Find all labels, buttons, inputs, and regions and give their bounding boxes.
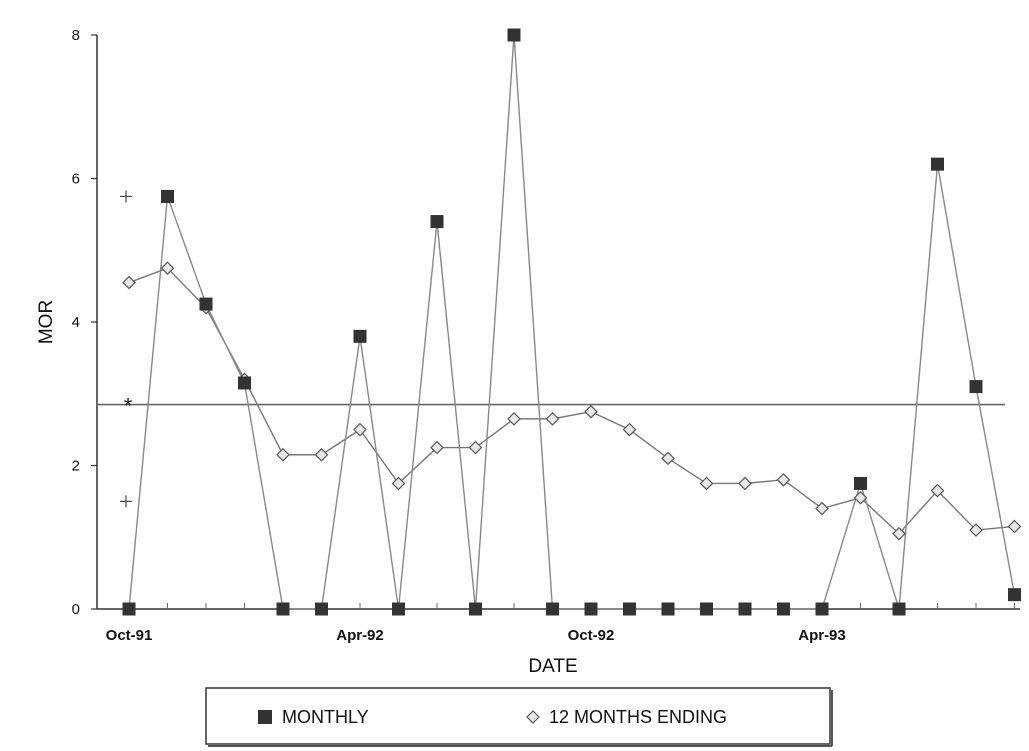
- legend: MONTHLY 12 MONTHS ENDING: [205, 687, 833, 747]
- point-monthly: [276, 602, 290, 616]
- point-12-months-ending: [853, 490, 868, 505]
- series-layer: [122, 28, 1022, 616]
- point-monthly: [623, 602, 636, 616]
- point-monthly: [854, 476, 867, 490]
- y-tick-label: 6: [72, 171, 80, 188]
- x-tick-label: Oct-91: [106, 627, 153, 644]
- point-monthly: [931, 157, 944, 171]
- point-monthly: [353, 329, 367, 343]
- point-12-months-ending: [468, 440, 483, 455]
- point-12-months-ending: [314, 447, 329, 462]
- point-monthly: [892, 602, 906, 616]
- point-12-months-ending: [545, 412, 560, 426]
- x-tick-label: Oct-92: [568, 627, 615, 644]
- y-tick-label: 0: [72, 601, 80, 618]
- point-monthly: [469, 602, 482, 616]
- point-monthly: [392, 602, 405, 616]
- point-12-months-ending: [661, 451, 675, 466]
- y-tick-label: 2: [72, 458, 80, 475]
- point-12-months-ending: [391, 476, 406, 491]
- series-line-monthly: [128, 34, 1016, 610]
- point-12-months-ending: [622, 422, 637, 437]
- point-12-months-ending: [160, 261, 175, 276]
- legend-label-monthly: MONTHLY: [282, 707, 369, 727]
- point-monthly: [700, 602, 713, 616]
- point-monthly: [777, 602, 790, 616]
- series-line-12-months-ending: [128, 267, 1015, 535]
- point-12-months-ending: [930, 483, 945, 498]
- point-12-months-ending: [276, 447, 290, 462]
- legend-label-12-months-ending: 12 MONTHS ENDING: [549, 707, 727, 727]
- legend-box: [205, 687, 831, 745]
- y-axis-title: MOR: [36, 300, 57, 344]
- x-axis-title: DATE: [528, 656, 577, 677]
- point-monthly: [122, 602, 136, 616]
- point-monthly: [546, 602, 559, 616]
- y-tick-label: 4: [72, 314, 80, 331]
- point-12-months-ending: [699, 476, 714, 491]
- reference-marker: *: [124, 394, 133, 419]
- point-monthly: [969, 380, 983, 394]
- point-12-months-ending: [738, 476, 752, 491]
- point-monthly: [738, 602, 752, 616]
- point-12-months-ending: [430, 440, 444, 455]
- point-12-months-ending: [1007, 519, 1022, 534]
- point-12-months-ending: [507, 412, 521, 426]
- point-12-months-ending: [122, 275, 136, 290]
- point-12-months-ending: [584, 404, 598, 419]
- legend-marker-monthly: [258, 710, 272, 724]
- point-monthly: [815, 602, 829, 616]
- point-12-months-ending: [353, 422, 367, 437]
- plot-area: [96, 35, 1020, 610]
- point-12-months-ending: [969, 523, 983, 537]
- point-monthly: [161, 189, 174, 203]
- point-12-months-ending: [892, 526, 906, 541]
- point-monthly: [661, 602, 675, 616]
- x-tick-label: Apr-92: [336, 627, 384, 644]
- point-12-months-ending: [815, 501, 829, 516]
- point-monthly: [315, 602, 328, 616]
- reference-layer: *: [97, 190, 1005, 508]
- x-tick-label: Apr-93: [798, 627, 846, 644]
- point-monthly: [507, 28, 521, 42]
- y-tick-label: 8: [72, 27, 80, 44]
- point-monthly: [1008, 588, 1021, 602]
- point-monthly: [430, 215, 444, 229]
- point-monthly: [199, 297, 213, 311]
- y-axis: 0 2 4 6 8: [72, 27, 97, 618]
- point-12-months-ending: [776, 473, 791, 487]
- point-monthly: [584, 602, 598, 616]
- point-monthly: [238, 376, 251, 390]
- legend-marker-12-months-ending: [526, 710, 540, 724]
